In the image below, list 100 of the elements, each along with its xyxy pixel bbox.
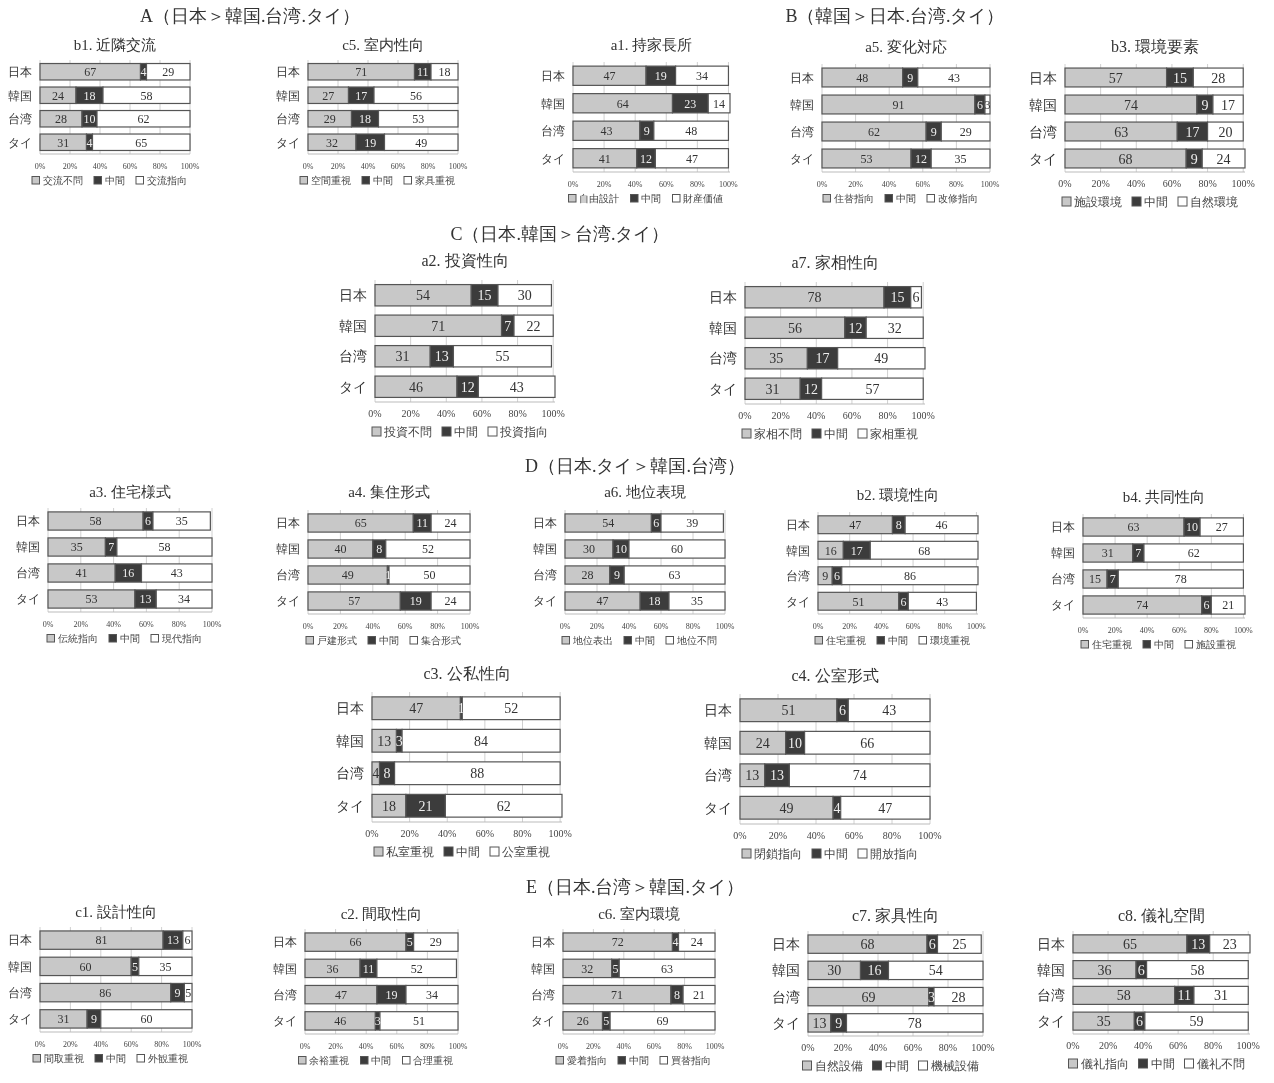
- y-tick-label: 台湾: [790, 124, 814, 139]
- chart-title: c7. 家具性向: [851, 907, 940, 924]
- x-tick-label: 100%: [202, 620, 222, 629]
- y-tick-label: 台湾: [276, 112, 300, 127]
- data-label: 6: [653, 516, 660, 531]
- y-tick-label: 韓国: [709, 320, 737, 336]
- y-tick-label: 日本: [8, 933, 32, 948]
- x-tick-label: 60%: [658, 180, 674, 189]
- x-tick-label: 20%: [768, 830, 788, 841]
- bar: [379, 1011, 459, 1031]
- data-label: 4: [833, 800, 841, 816]
- data-label: 6: [184, 933, 191, 948]
- data-label: 8: [674, 987, 680, 1002]
- data-label: 12: [460, 379, 475, 395]
- x-tick-label: 20%: [401, 408, 420, 419]
- data-label: 18: [648, 594, 661, 609]
- data-label: 18: [381, 798, 396, 814]
- y-tick-label: 日本: [8, 65, 32, 80]
- data-label: 9: [614, 568, 620, 583]
- data-label: 41: [598, 151, 611, 166]
- data-label: 49: [341, 568, 354, 583]
- x-tick-label: 20%: [1091, 178, 1110, 189]
- x-tick-label: 60%: [475, 828, 495, 839]
- data-label: 26: [576, 1014, 589, 1029]
- legend-label: 空間重視: [310, 175, 351, 186]
- data-label: 69: [861, 989, 876, 1005]
- x-tick-label: 0%: [1066, 1040, 1080, 1051]
- data-label: 34: [696, 69, 709, 84]
- legend-label: 現代指向: [161, 633, 202, 644]
- data-label: 78: [907, 1015, 922, 1031]
- data-label: 17: [1221, 97, 1236, 113]
- legend-label: 住替指向: [833, 193, 874, 204]
- data-label: 20: [1218, 124, 1233, 140]
- x-tick-label: 40%: [1133, 1040, 1153, 1051]
- chart-title: a4. 集住形式: [348, 484, 430, 500]
- x-tick-label: 60%: [646, 1042, 662, 1051]
- data-label: 6: [900, 594, 907, 609]
- data-label: 13: [770, 768, 785, 784]
- legend-label: 中間: [371, 1055, 391, 1066]
- data-label: 69: [656, 1014, 669, 1029]
- y-tick-label: 韓国: [16, 540, 40, 555]
- data-label: 11: [362, 961, 375, 976]
- data-label: 19: [654, 69, 667, 84]
- data-label: 49: [779, 800, 794, 816]
- data-label: 9: [643, 124, 650, 139]
- y-tick-label: 日本: [541, 69, 565, 84]
- x-tick-label: 100%: [911, 410, 935, 421]
- y-tick-label: 台湾: [336, 766, 364, 782]
- text: B（韓国＞日本.台湾.タイ）: [785, 6, 1005, 26]
- x-tick-label: 0%: [299, 1042, 311, 1051]
- data-label: 15: [477, 288, 492, 304]
- x-tick-label: 0%: [559, 622, 571, 631]
- legend-label: 投資指向: [499, 425, 548, 439]
- data-label: 47: [603, 69, 616, 84]
- legend-label: 余裕重視: [309, 1055, 349, 1066]
- data-label: 4: [86, 135, 93, 150]
- data-label: 6: [1203, 598, 1210, 613]
- y-tick-label: タイ: [533, 594, 557, 609]
- data-label: 30: [583, 542, 595, 557]
- x-tick-label: 40%: [93, 1040, 109, 1049]
- data-label: 34: [425, 987, 438, 1002]
- data-label: 3: [927, 989, 935, 1005]
- legend-label: 愛着指向: [566, 1055, 607, 1066]
- y-tick-label: 日本: [790, 70, 814, 85]
- chart-title: c6. 室内環境: [598, 906, 680, 922]
- legend-label: 集合形式: [420, 635, 461, 646]
- y-tick-label: タイ: [273, 1014, 297, 1029]
- data-label: 47: [878, 800, 893, 816]
- x-tick-label: 40%: [807, 410, 826, 421]
- data-label: 6: [145, 514, 152, 529]
- data-label: 31: [1101, 546, 1114, 561]
- x-tick-label: 80%: [882, 830, 902, 841]
- x-tick-label: 60%: [389, 1042, 405, 1051]
- data-label: 9: [90, 1012, 97, 1027]
- y-tick-label: 台湾: [1051, 572, 1075, 587]
- data-label: 35: [70, 540, 83, 555]
- data-label: 86: [99, 985, 112, 1000]
- x-tick-label: 20%: [73, 620, 89, 629]
- y-tick-label: 台湾: [339, 349, 367, 365]
- data-label: 52: [410, 961, 423, 976]
- data-label: 53: [412, 112, 425, 127]
- data-label: 67: [84, 65, 97, 80]
- x-tick-label: 40%: [881, 180, 897, 189]
- data-label: 91: [892, 97, 905, 112]
- data-label: 13: [434, 349, 449, 365]
- data-label: 21: [1222, 598, 1235, 613]
- data-label: 4: [672, 935, 679, 950]
- x-tick-label: 40%: [868, 1042, 888, 1053]
- data-label: 24: [1216, 151, 1231, 167]
- x-tick-label: 100%: [1234, 626, 1254, 635]
- legend-label: 家相不問: [754, 427, 802, 441]
- data-label: 7: [1109, 572, 1116, 587]
- data-label: 13: [167, 933, 179, 948]
- x-tick-label: 40%: [437, 408, 456, 419]
- data-label: 47: [685, 151, 698, 166]
- x-tick-label: 0%: [42, 620, 54, 629]
- legend-label: 外観重視: [147, 1053, 188, 1064]
- data-label: 28: [55, 112, 67, 127]
- x-tick-label: 60%: [139, 620, 155, 629]
- data-label: 19: [409, 594, 422, 609]
